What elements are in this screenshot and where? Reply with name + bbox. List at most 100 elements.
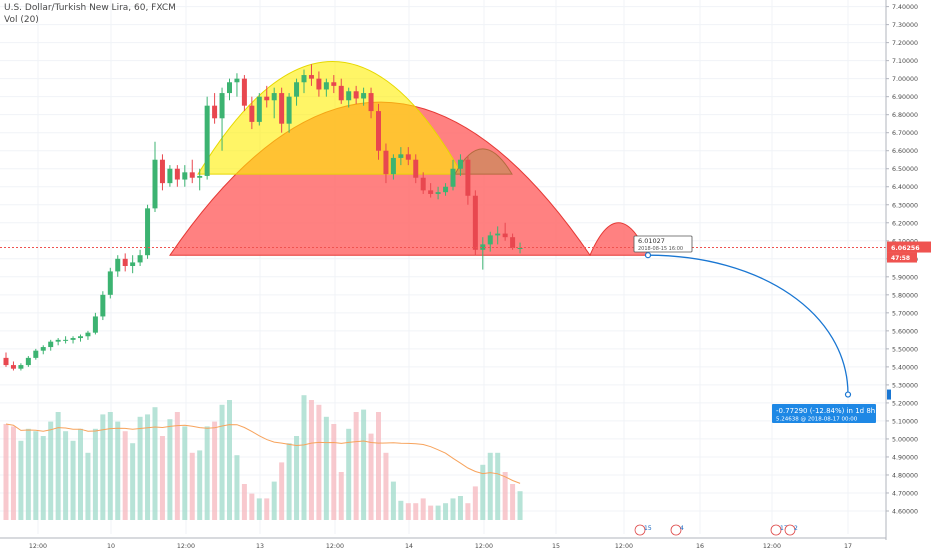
candle xyxy=(63,336,69,344)
price-tick-label: 6.50000 xyxy=(892,166,918,173)
volume-bar xyxy=(346,428,352,520)
volume-bar xyxy=(405,503,411,520)
candle-body xyxy=(40,347,46,351)
projection-line2: 5.24638 @ 2018-08-17 00:00 xyxy=(776,417,858,423)
candle xyxy=(286,93,292,133)
candle xyxy=(316,71,322,97)
candle-body xyxy=(159,159,165,184)
candle xyxy=(145,204,151,259)
volume-bar xyxy=(398,500,404,520)
volume-bar xyxy=(25,428,31,520)
candle-body xyxy=(197,175,203,178)
candle-body xyxy=(294,82,300,97)
price-tick-label: 6.30000 xyxy=(892,202,918,209)
candle-body xyxy=(234,78,240,83)
volume-bar xyxy=(3,424,9,520)
price-tick-label: 7.20000 xyxy=(892,40,918,47)
candle-body xyxy=(78,336,83,339)
time-tick-label: 13 xyxy=(256,543,264,550)
volume-bar xyxy=(219,404,225,520)
candle-body xyxy=(495,233,501,236)
candle xyxy=(383,143,389,184)
candle-body xyxy=(398,154,404,158)
candle-body xyxy=(100,294,106,317)
candle-body xyxy=(212,105,218,119)
volume-label: Vol (20) xyxy=(4,15,39,25)
candle-body xyxy=(264,96,270,101)
candle-body xyxy=(152,159,158,209)
volume-bar xyxy=(234,455,240,520)
price-tick-label: 6.60000 xyxy=(892,148,918,155)
price-tick-label: 5.90000 xyxy=(892,274,918,281)
time-tick-label: 12:00 xyxy=(615,543,633,550)
candle-body xyxy=(115,258,121,272)
volume-bar xyxy=(10,426,16,520)
candle xyxy=(33,348,39,360)
event-badge: 17 xyxy=(770,524,788,536)
candle xyxy=(376,103,381,160)
volume-bar xyxy=(428,505,434,520)
price-tick-label: 5.50000 xyxy=(892,346,918,353)
event-flag-icon xyxy=(670,524,682,536)
price-tick-label: 4.70000 xyxy=(892,490,918,497)
price-tick-label: 7.30000 xyxy=(892,22,918,29)
last-price-label: 6.06256 xyxy=(891,245,920,252)
time-axis: 12:00 10 12:00 13 12:00 14 12:00 15 12:00 16 12:00… xyxy=(0,537,886,550)
price-tick-label: 5.70000 xyxy=(892,310,918,317)
time-tick-label: 12:00 xyxy=(326,543,344,550)
price-tick-label: 4.80000 xyxy=(892,472,918,479)
candle-body xyxy=(413,159,419,178)
candle xyxy=(18,363,24,371)
candle xyxy=(234,73,240,97)
candle xyxy=(480,237,486,270)
volume-bar xyxy=(85,452,91,520)
volume-bar xyxy=(301,395,307,520)
candle-body xyxy=(428,190,434,194)
volume-bar xyxy=(55,412,61,520)
candle xyxy=(398,147,404,166)
candle xyxy=(361,87,367,106)
volume-bar xyxy=(227,400,232,520)
candle xyxy=(331,75,337,94)
countdown-label: 47:58 xyxy=(891,255,910,262)
volume-bar xyxy=(33,431,39,520)
price-tick-label: 6.40000 xyxy=(892,184,918,191)
candle xyxy=(55,338,61,346)
candle-body xyxy=(204,105,210,176)
volume-bar xyxy=(294,436,300,520)
candle-body xyxy=(405,154,411,160)
price-axis: 4.60000 4.70000 4.80000 4.90000 5.00000 5.100… xyxy=(885,0,932,540)
candle xyxy=(137,249,143,267)
price-tick-label: 5.10000 xyxy=(892,418,918,425)
volume-bars xyxy=(3,395,523,520)
candle xyxy=(189,159,195,184)
candle xyxy=(465,156,471,205)
price-tick-label: 5.80000 xyxy=(892,292,918,299)
candle xyxy=(48,339,54,351)
candle xyxy=(10,361,16,371)
candle-body xyxy=(25,357,31,366)
time-tick-label: 12:00 xyxy=(763,543,781,550)
candle-body xyxy=(383,150,389,175)
candle-body xyxy=(70,338,76,340)
candle xyxy=(212,93,218,124)
chart-title: U.S. Dollar/Turkish New Lira, 60, FXCM xyxy=(4,3,176,13)
candle xyxy=(197,168,203,191)
candle xyxy=(390,154,396,180)
volume-bar xyxy=(316,404,322,520)
candle xyxy=(301,69,307,94)
candle-body xyxy=(249,105,255,122)
candle-body xyxy=(189,172,195,178)
candle-body xyxy=(48,341,54,348)
candle-body xyxy=(338,85,344,101)
price-tick-label: 6.70000 xyxy=(892,130,918,137)
candle xyxy=(100,291,106,321)
candle xyxy=(249,96,255,130)
projection-line1: -0.77290 (-12.84%) in 1d 8h xyxy=(776,407,875,415)
event-flag-icon xyxy=(634,524,646,536)
candle-body xyxy=(346,91,352,101)
candle-body xyxy=(323,82,329,90)
volume-moving-average xyxy=(5,423,521,484)
